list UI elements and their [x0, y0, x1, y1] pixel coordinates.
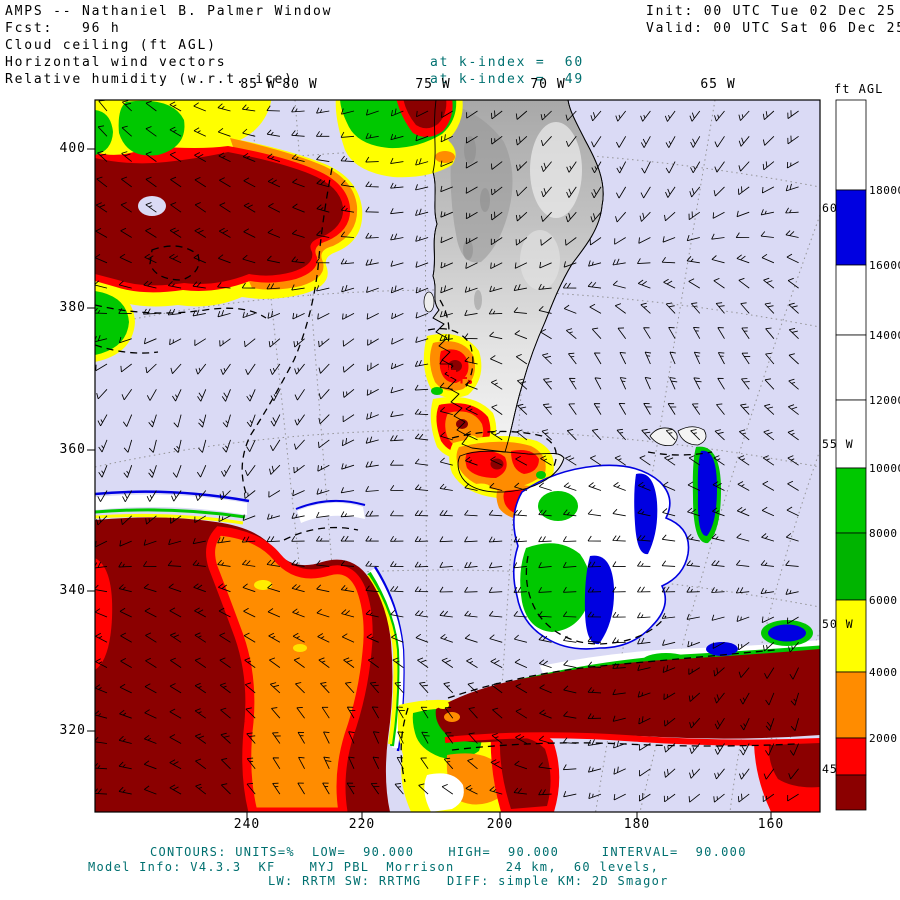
wind-barbs — [95, 100, 800, 803]
colorbar-segment — [835, 599, 867, 673]
colorbar-segment — [835, 264, 867, 336]
ship-position-markers — [444, 365, 472, 384]
colorbar-segment — [835, 737, 867, 776]
colorbar-segment — [835, 189, 867, 266]
plot-title: AMPS -- Nathaniel B. Palmer Window — [5, 4, 333, 19]
field-wind-label: Horizontal wind vectors — [5, 55, 227, 70]
valid-time: Valid: 00 UTC Sat 06 Dec 25 — [646, 21, 900, 36]
axis-ticks — [87, 148, 772, 820]
model-info-line-2: LW: RRTM SW: RRTMG DIFF: simple KM: 2D S… — [268, 874, 669, 888]
map-frame — [94, 99, 821, 813]
coastline — [432, 100, 707, 493]
cloud-ceiling-regions — [95, 100, 820, 812]
colorbar-segment — [835, 467, 867, 534]
colorbar-segment — [835, 399, 867, 469]
coastal-island — [423, 291, 435, 313]
wind-kindex-label: at k-index = 60 — [430, 55, 585, 70]
field-ceiling-label: Cloud ceiling (ft AGL) — [5, 38, 217, 53]
colorbar-title: ft AGL — [834, 82, 884, 96]
forecast-hour: Fcst: 96 h — [5, 21, 121, 36]
model-info-line-1: Model Info: V4.3.3 KF MYJ PBL Morrison 2… — [88, 860, 660, 874]
colorbar-segment — [835, 334, 867, 401]
andes-shading — [447, 104, 513, 263]
contour-info-line: CONTOURS: UNITS=% LOW= 90.000 HIGH= 90.0… — [150, 845, 747, 859]
falkland-islands — [649, 427, 678, 446]
colorbar-segment — [835, 774, 867, 811]
field-rh-label: Relative humidity (w.r.t. ice) — [5, 72, 294, 87]
rh-kindex-label: at k-index = 49 — [430, 72, 585, 87]
colorbar-segment — [835, 671, 867, 739]
colorbar — [835, 99, 867, 811]
colorbar-segment — [835, 532, 867, 601]
falkland-islands — [677, 426, 707, 446]
init-time: Init: 00 UTC Tue 02 Dec 25 — [646, 4, 897, 19]
colorbar-segment — [835, 99, 867, 191]
